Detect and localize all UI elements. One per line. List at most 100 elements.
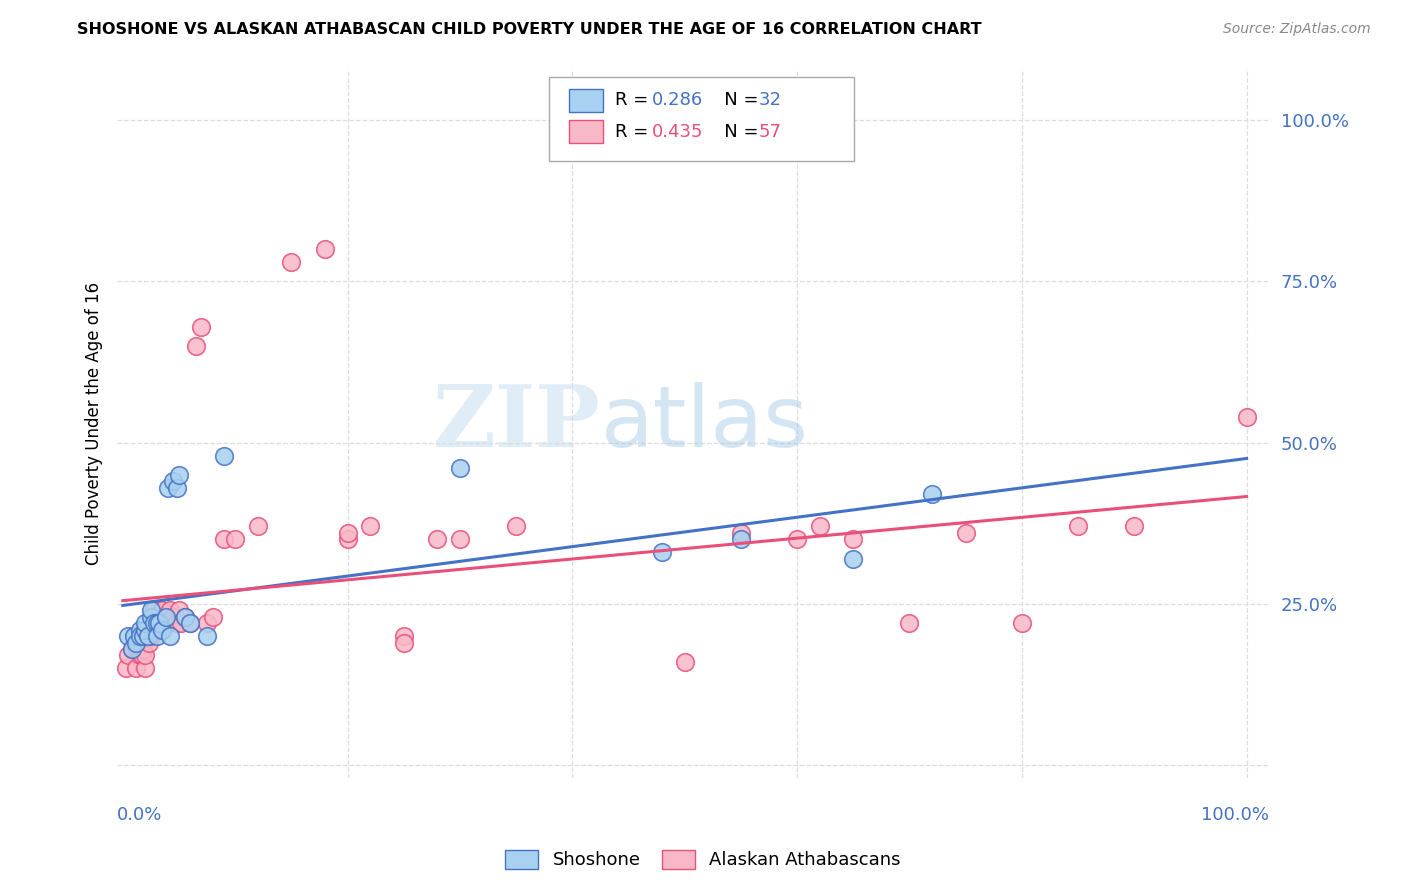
- Point: [132, 629, 155, 643]
- Point: [184, 339, 207, 353]
- Point: [159, 603, 181, 617]
- Point: [117, 629, 139, 643]
- Point: [190, 319, 212, 334]
- FancyBboxPatch shape: [550, 77, 855, 161]
- Point: [392, 635, 415, 649]
- Point: [1123, 519, 1146, 533]
- Point: [139, 609, 162, 624]
- Text: 32: 32: [759, 92, 782, 110]
- Text: N =: N =: [707, 123, 765, 141]
- Point: [132, 642, 155, 657]
- Point: [150, 623, 173, 637]
- Text: atlas: atlas: [600, 382, 808, 465]
- Point: [139, 629, 162, 643]
- Point: [138, 635, 160, 649]
- Point: [426, 533, 449, 547]
- Text: R =: R =: [614, 92, 654, 110]
- Point: [162, 475, 184, 489]
- Point: [145, 616, 167, 631]
- Point: [195, 616, 218, 631]
- Point: [143, 603, 166, 617]
- FancyBboxPatch shape: [568, 89, 603, 112]
- Point: [336, 525, 359, 540]
- Point: [673, 655, 696, 669]
- Point: [156, 616, 179, 631]
- Point: [842, 533, 865, 547]
- Text: 0.286: 0.286: [651, 92, 703, 110]
- Y-axis label: Child Poverty Under the Age of 16: Child Poverty Under the Age of 16: [86, 282, 103, 565]
- Point: [127, 642, 149, 657]
- Point: [115, 661, 138, 675]
- Point: [139, 603, 162, 617]
- Text: 0.0%: 0.0%: [117, 806, 163, 824]
- Point: [122, 629, 145, 643]
- Text: 100.0%: 100.0%: [1201, 806, 1270, 824]
- Point: [134, 648, 156, 663]
- Point: [150, 603, 173, 617]
- Point: [651, 545, 673, 559]
- Point: [128, 623, 150, 637]
- Point: [117, 648, 139, 663]
- Text: R =: R =: [614, 123, 654, 141]
- Point: [392, 629, 415, 643]
- Point: [921, 487, 943, 501]
- Point: [955, 525, 977, 540]
- Point: [167, 603, 190, 617]
- Point: [145, 629, 167, 643]
- Point: [224, 533, 246, 547]
- Point: [170, 616, 193, 631]
- Point: [121, 642, 143, 657]
- Point: [786, 533, 808, 547]
- Point: [148, 616, 170, 631]
- Text: ZIP: ZIP: [433, 381, 600, 466]
- Point: [314, 242, 336, 256]
- Point: [122, 635, 145, 649]
- Point: [336, 533, 359, 547]
- Point: [136, 629, 159, 643]
- Point: [167, 467, 190, 482]
- Point: [128, 642, 150, 657]
- Point: [173, 609, 195, 624]
- Point: [128, 648, 150, 663]
- Point: [131, 648, 153, 663]
- Point: [201, 609, 224, 624]
- Point: [155, 616, 177, 631]
- Text: 57: 57: [759, 123, 782, 141]
- Point: [842, 551, 865, 566]
- Point: [1067, 519, 1090, 533]
- Point: [195, 629, 218, 643]
- Point: [125, 635, 148, 649]
- Point: [159, 629, 181, 643]
- FancyBboxPatch shape: [568, 120, 603, 143]
- Text: SHOSHONE VS ALASKAN ATHABASCAN CHILD POVERTY UNDER THE AGE OF 16 CORRELATION CHA: SHOSHONE VS ALASKAN ATHABASCAN CHILD POV…: [77, 22, 981, 37]
- Point: [173, 609, 195, 624]
- Legend: Shoshone, Alaskan Athabascans: Shoshone, Alaskan Athabascans: [496, 841, 910, 879]
- Point: [449, 461, 471, 475]
- Point: [212, 449, 235, 463]
- Point: [505, 519, 527, 533]
- Point: [134, 661, 156, 675]
- Point: [121, 642, 143, 657]
- Point: [898, 616, 921, 631]
- Point: [179, 616, 201, 631]
- Point: [1011, 616, 1033, 631]
- Point: [359, 519, 381, 533]
- Point: [145, 623, 167, 637]
- Point: [280, 255, 302, 269]
- Point: [246, 519, 269, 533]
- Point: [155, 609, 177, 624]
- Point: [166, 481, 188, 495]
- Point: [179, 616, 201, 631]
- Point: [730, 525, 752, 540]
- Point: [143, 616, 166, 631]
- Point: [136, 629, 159, 643]
- Text: 0.435: 0.435: [651, 123, 703, 141]
- Point: [212, 533, 235, 547]
- Point: [156, 481, 179, 495]
- Point: [128, 629, 150, 643]
- Text: N =: N =: [707, 92, 765, 110]
- Point: [148, 616, 170, 631]
- Point: [449, 533, 471, 547]
- Point: [730, 533, 752, 547]
- Text: Source: ZipAtlas.com: Source: ZipAtlas.com: [1223, 22, 1371, 37]
